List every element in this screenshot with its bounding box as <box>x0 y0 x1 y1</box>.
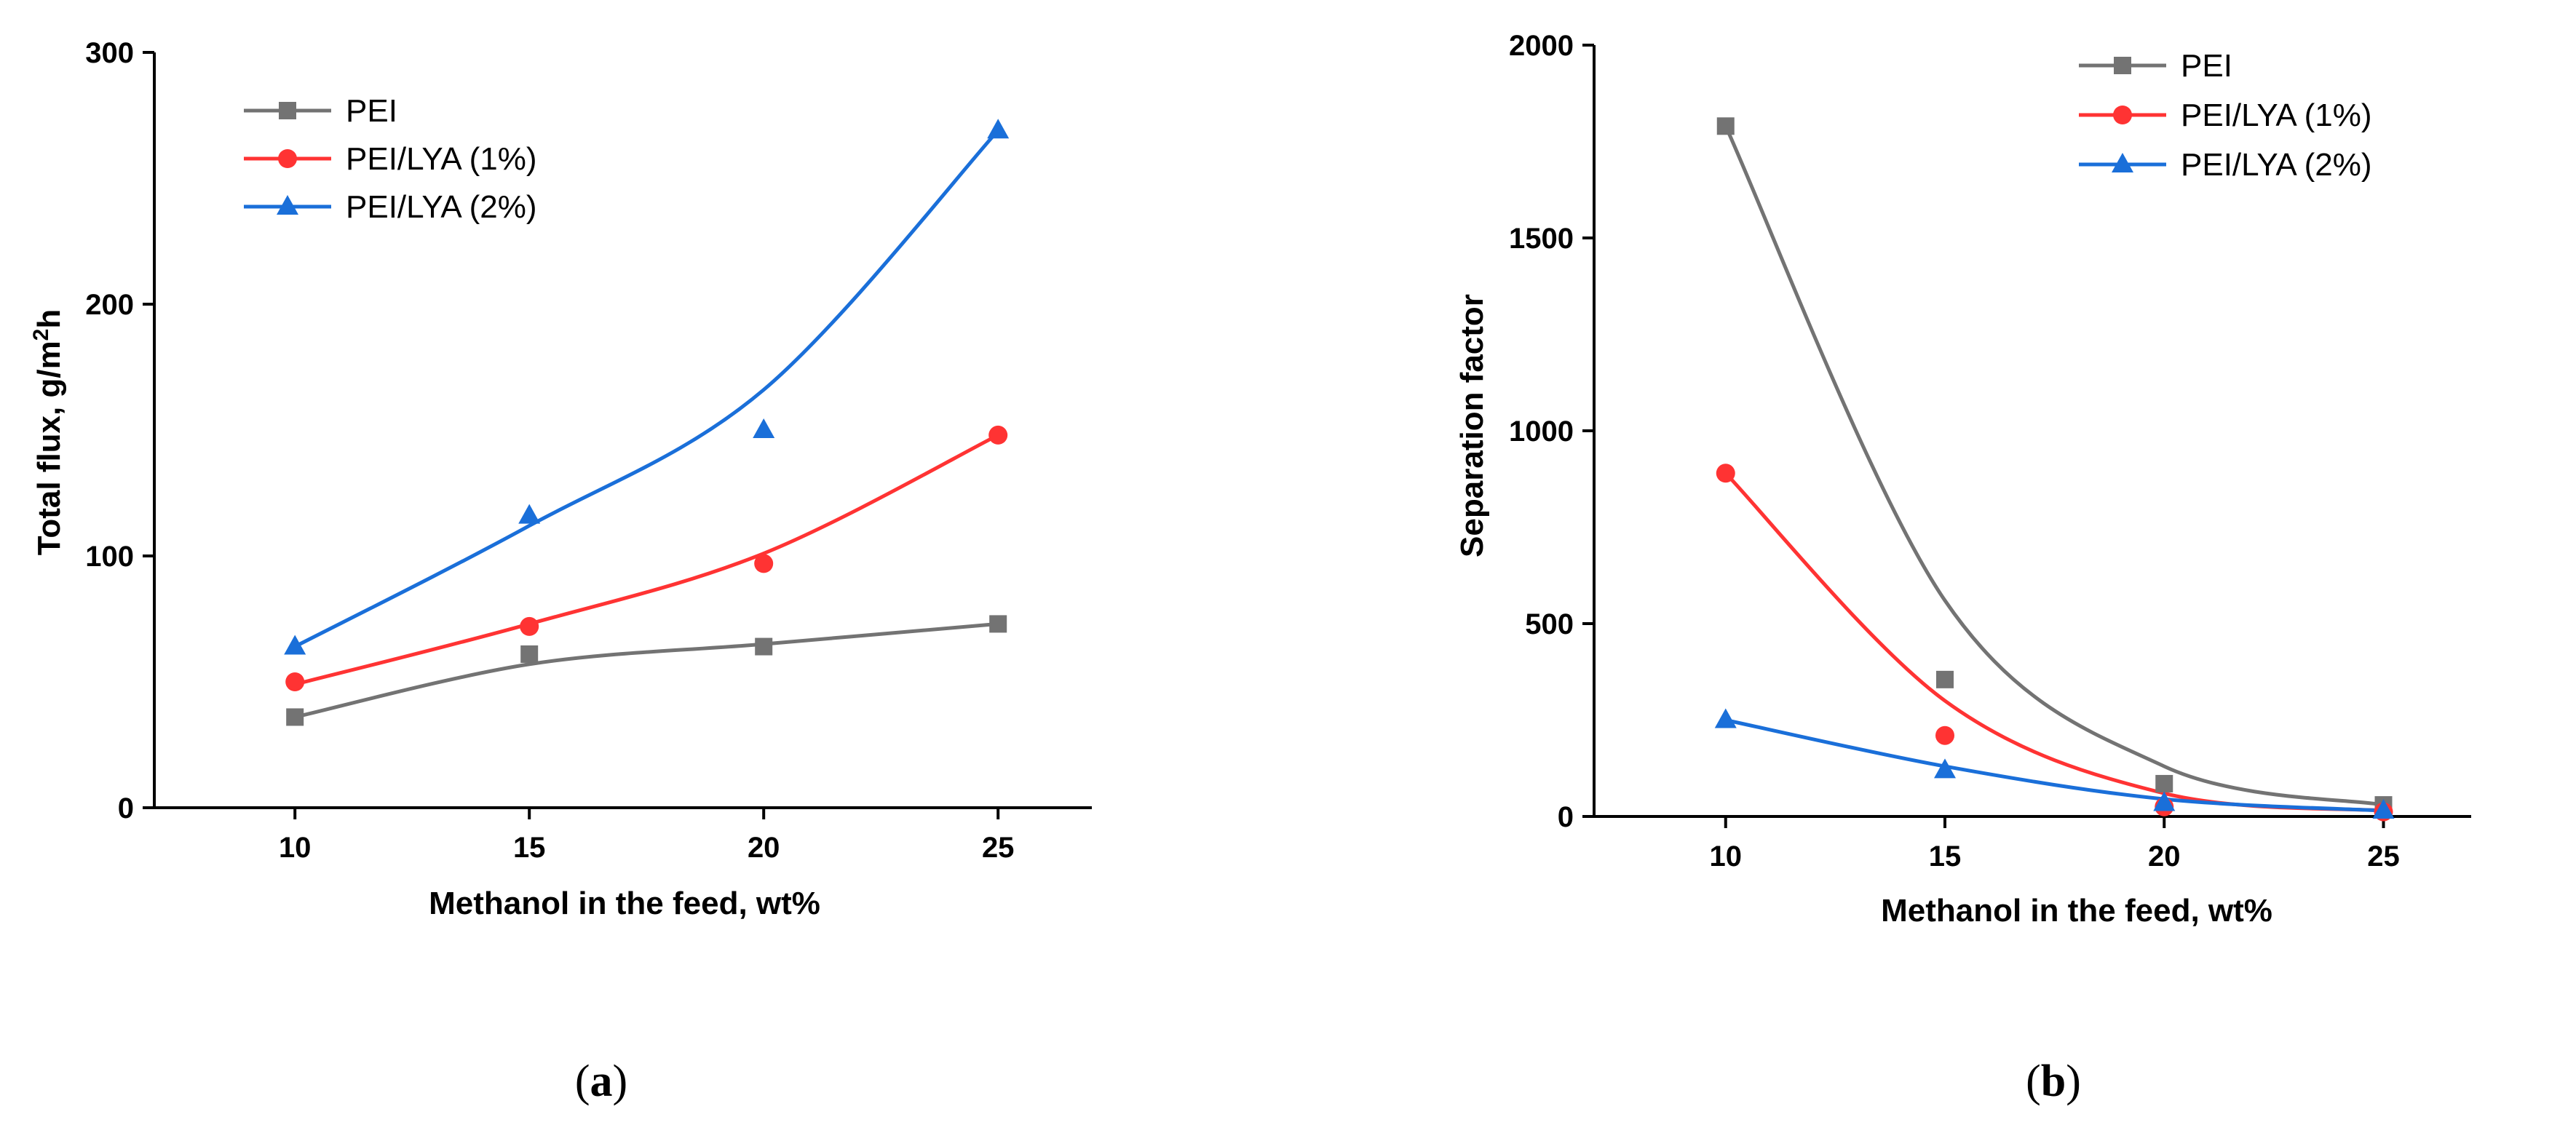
data-point-pei-lya-1-a <box>520 616 539 636</box>
caption-a: (a) <box>575 1057 627 1106</box>
legend-label: PEI/LYA (2%) <box>346 189 536 225</box>
x-axis-title-b: Methanol in the feed, wt% <box>1881 893 2272 929</box>
data-point-pei-lya-1-a <box>754 554 774 573</box>
chart-panel-a: 0 100 200 300 10 15 20 25 Methanol in the feed,… <box>29 37 1092 1106</box>
legend-label: PEI <box>346 93 397 129</box>
markers-b <box>1714 117 2395 822</box>
x-tick-label-b: 20 <box>2148 840 2181 872</box>
data-point-pei-b <box>2155 774 2173 792</box>
legend-marker <box>277 195 298 215</box>
tick-labels-b: 0 500 1000 1500 2000 10 15 20 25 <box>1509 30 2400 872</box>
data-point-pei-lya-2-a <box>753 418 775 438</box>
y-tick-label-a: 300 <box>85 37 134 69</box>
x-tick-label-a: 10 <box>279 832 312 864</box>
fit-line-pei-lya-1-a <box>293 433 1000 686</box>
legend-label: PEI/LYA (1%) <box>2181 98 2371 133</box>
axes-b <box>1582 44 2471 828</box>
legend-item-pei-lya-1-a: PEI/LYA (1%) <box>244 141 536 177</box>
fit-line-pei-lya-2-a <box>293 128 1000 649</box>
fit-line-pei-lya-1-b <box>1724 471 2385 813</box>
y-tick-label-a: 100 <box>85 541 134 573</box>
y-tick-label-b: 0 <box>1558 801 1574 833</box>
chart-panel-b: 0 500 1000 1500 2000 10 15 20 25 Methanol in the… <box>1454 30 2471 1106</box>
data-point-pei-lya-2-a <box>987 119 1010 139</box>
data-point-pei-a <box>286 708 304 726</box>
markers-a <box>284 119 1010 726</box>
data-point-pei-lya-2-b <box>2153 791 2176 811</box>
fit-curves-b <box>1724 124 2385 813</box>
data-point-pei-lya-1-b <box>1716 464 1735 483</box>
legend-item-pei-a: PEI <box>244 93 397 129</box>
data-point-pei-lya-2-a <box>284 635 306 655</box>
fit-line-pei-a <box>293 621 1000 719</box>
data-point-pei-lya-1-a <box>988 425 1008 445</box>
fit-curves-a <box>293 128 1000 719</box>
data-point-pei-b <box>1716 117 1735 135</box>
axes-a <box>143 51 1092 819</box>
y-axis-title-a: Total flux, g/m2h <box>29 309 67 556</box>
caption-b: (b) <box>2026 1057 2081 1106</box>
y-tick-label-a: 0 <box>118 792 134 824</box>
legend-label: PEI/LYA (2%) <box>2181 147 2371 183</box>
legend-label: PEI <box>2181 48 2232 84</box>
legend-label: PEI/LYA (1%) <box>346 141 536 177</box>
legend-marker <box>2113 106 2132 124</box>
legend-item-pei-lya-2-a: PEI/LYA (2%) <box>244 189 536 225</box>
data-point-pei-lya-2-b <box>1714 708 1737 728</box>
x-tick-label-a: 20 <box>748 832 780 864</box>
data-point-pei-a <box>989 615 1007 633</box>
legend-item-pei-lya-2-b: PEI/LYA (2%) <box>2079 147 2371 183</box>
data-point-pei-a <box>520 645 539 663</box>
data-point-pei-lya-2-a <box>518 504 541 524</box>
fit-line-pei-b <box>1724 124 2385 807</box>
fit-line-pei-lya-2-b <box>1724 718 2385 813</box>
data-point-pei-lya-1-b <box>1935 726 1954 745</box>
x-tick-label-a: 15 <box>513 832 546 864</box>
data-point-pei-lya-2-b <box>1934 758 1956 779</box>
legend-a: PEI PEI/LYA (1%) PEI/LYA (2%) <box>244 93 536 225</box>
legend-marker <box>278 149 297 168</box>
data-point-pei-lya-1-a <box>285 672 305 691</box>
x-axis-title-a: Methanol in the feed, wt% <box>429 886 820 921</box>
data-point-pei-a <box>755 637 773 656</box>
y-tick-label-b: 1000 <box>1509 416 1574 448</box>
x-tick-label-b: 15 <box>1929 840 1962 872</box>
data-point-pei-b <box>1936 670 1954 688</box>
y-tick-label-a: 200 <box>85 289 134 321</box>
x-tick-label-a: 25 <box>982 832 1015 864</box>
y-tick-label-b: 1500 <box>1509 223 1574 255</box>
x-tick-label-b: 25 <box>2367 840 2400 872</box>
tick-labels-a: 0 100 200 300 10 15 20 25 <box>85 37 1014 864</box>
data-point-pei-lya-2-b <box>2372 799 2395 819</box>
y-axis-title-b: Separation factor <box>1454 294 1490 557</box>
legend-marker <box>2114 57 2131 74</box>
legend-marker <box>279 102 296 119</box>
legend-b: PEI PEI/LYA (1%) PEI/LYA (2%) <box>2079 48 2371 183</box>
x-tick-label-b: 10 <box>1710 840 1743 872</box>
y-tick-label-b: 2000 <box>1509 30 1574 62</box>
legend-item-pei-b: PEI <box>2079 48 2232 84</box>
legend-item-pei-lya-1-b: PEI/LYA (1%) <box>2079 98 2371 133</box>
legend-marker <box>2112 153 2133 172</box>
y-tick-label-b: 500 <box>1525 608 1574 640</box>
